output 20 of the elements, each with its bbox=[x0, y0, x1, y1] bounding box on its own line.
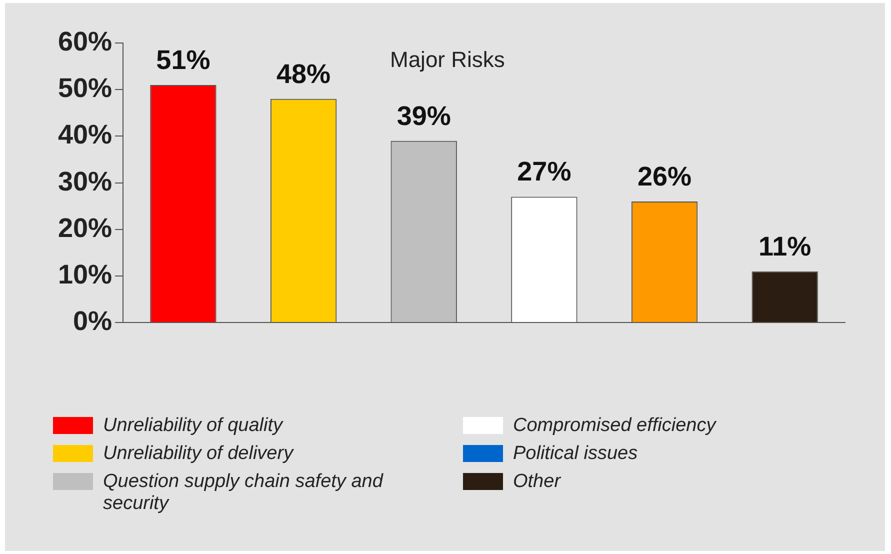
y-tick-label: 40% bbox=[58, 120, 112, 150]
y-tick-label: 30% bbox=[58, 166, 112, 196]
data-label: 39% bbox=[396, 100, 451, 131]
data-label: 27% bbox=[517, 156, 572, 187]
data-label: 51% bbox=[156, 44, 210, 75]
y-tick-label: 60% bbox=[58, 26, 112, 56]
y-tick-label: 0% bbox=[73, 306, 112, 336]
data-label: 26% bbox=[637, 161, 692, 192]
legend-label: Compromised efficiency bbox=[513, 415, 716, 437]
annotation: Major Risks bbox=[390, 47, 505, 73]
legend-label: Unreliability of quality bbox=[103, 415, 283, 437]
legend-label: Unreliability of delivery bbox=[103, 443, 294, 465]
y-tick-label: 10% bbox=[58, 259, 112, 290]
legend-label: Other bbox=[513, 471, 561, 493]
data-label: 48% bbox=[276, 58, 331, 89]
data-label: 11% bbox=[758, 231, 812, 262]
y-tick-label: 20% bbox=[58, 212, 112, 243]
legend-label: Question supply chain safety and security bbox=[103, 471, 384, 515]
legend-label: Political issues bbox=[513, 443, 638, 465]
y-tick-label: 50% bbox=[58, 73, 112, 104]
